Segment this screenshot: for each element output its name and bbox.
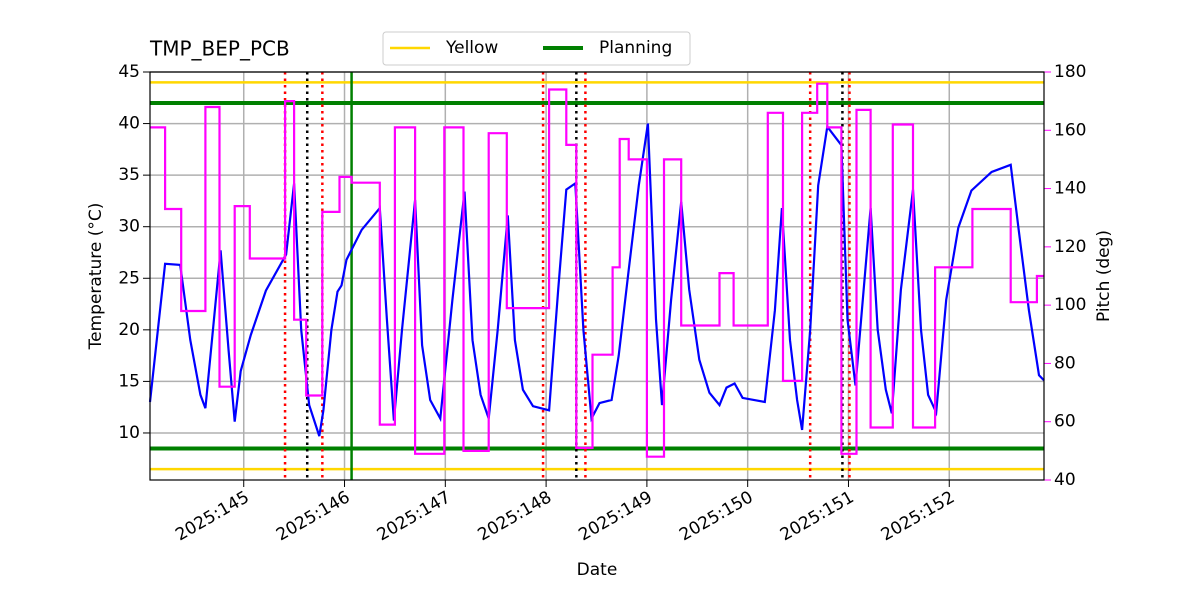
y-axis-label: Temperature (°C) [86, 203, 106, 351]
legend: Yellow Planning [382, 31, 691, 66]
y2-tick-label: 180 [1054, 62, 1086, 82]
y2-tick-label: 120 [1054, 237, 1086, 257]
y-tick-label: 25 [118, 268, 140, 288]
y-tick-label: 10 [118, 423, 140, 443]
y2-tick-label: 80 [1054, 353, 1076, 373]
y2-tick-label: 100 [1054, 295, 1086, 315]
y2-axis-label: Pitch (deg) [1094, 230, 1114, 322]
y-tick-label: 35 [118, 165, 140, 185]
series-line [150, 82, 1044, 458]
chart-title: TMP_BEP_PCB [149, 37, 290, 61]
y2-tick-label: 60 [1054, 412, 1076, 432]
legend-label: Yellow [445, 38, 498, 58]
y-tick-label: 40 [118, 114, 140, 134]
series-line [148, 123, 1045, 437]
y-tick-label: 45 [118, 62, 140, 82]
legend-label: Planning [599, 38, 672, 58]
y-tick-label: 15 [118, 371, 140, 391]
plot-frame [149, 71, 1045, 481]
x-axis-label: Date [577, 560, 618, 580]
y2-tick-label: 140 [1054, 179, 1086, 199]
y2-tick-label: 40 [1054, 470, 1076, 490]
legend-box [382, 31, 691, 66]
y-tick-label: 30 [118, 217, 140, 237]
y2-tick-label: 160 [1054, 120, 1086, 140]
y-tick-label: 20 [118, 320, 140, 340]
